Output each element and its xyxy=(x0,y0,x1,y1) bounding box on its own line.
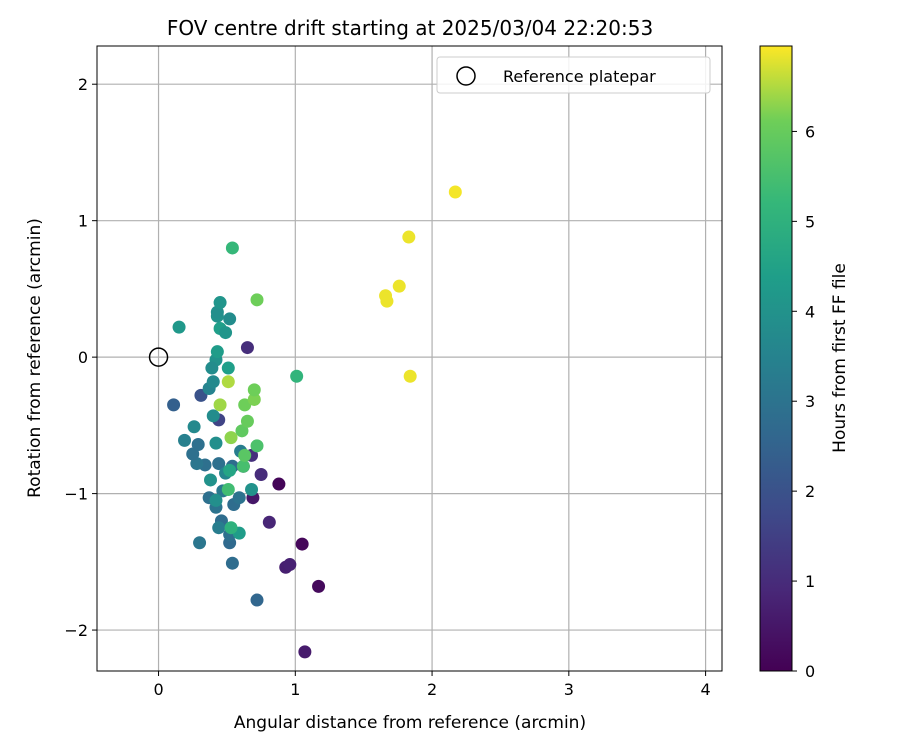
points-layer xyxy=(167,185,462,659)
chart-title: FOV centre drift starting at 2025/03/04 … xyxy=(167,16,653,40)
scatter-point xyxy=(240,341,254,355)
legend-entry-reference: Reference platepar xyxy=(503,67,656,86)
scatter-point xyxy=(225,556,239,570)
scatter-point xyxy=(206,409,220,423)
legend: Reference platepar xyxy=(436,56,711,94)
scatter-point xyxy=(245,483,259,497)
colorbar-tick-label: 5 xyxy=(805,212,815,231)
colorbar-tick-label: 2 xyxy=(805,482,815,501)
scatter-point xyxy=(206,375,220,389)
x-axis-label: Angular distance from reference (arcmin) xyxy=(234,713,586,733)
y-tick-label: 1 xyxy=(78,212,88,231)
colorbar-tick-label: 4 xyxy=(805,302,815,321)
scatter-point xyxy=(186,447,200,461)
scatter-point xyxy=(380,294,394,308)
scatter-point xyxy=(298,645,312,659)
scatter-point xyxy=(240,414,254,428)
y-tick-label: −2 xyxy=(64,621,88,640)
scatter-point xyxy=(238,448,252,462)
colorbar-ticks: 0 1 2 3 4 5 6 xyxy=(792,122,815,681)
scatter-point xyxy=(221,361,235,375)
scatter-point xyxy=(193,536,207,550)
colorbar-gradient xyxy=(759,45,793,672)
scatter-point xyxy=(209,493,223,507)
reference-platepar-marker xyxy=(148,347,169,367)
scatter-point xyxy=(250,439,264,453)
colorbar-tick-label: 6 xyxy=(805,122,815,141)
gridlines xyxy=(97,46,722,671)
x-axis: 0 1 2 3 4 xyxy=(153,671,711,699)
colorbar-tick-label: 1 xyxy=(805,572,815,591)
colorbar-label: Hours from first FF file xyxy=(830,263,850,453)
scatter-point xyxy=(219,326,233,340)
scatter-point xyxy=(212,521,226,535)
scatter-point xyxy=(272,477,286,491)
scatter-point xyxy=(236,459,250,473)
scatter-point xyxy=(225,241,239,255)
x-tick-label: 0 xyxy=(153,680,163,699)
scatter-point xyxy=(247,392,261,406)
y-tick-label: 0 xyxy=(78,348,88,367)
scatter-point xyxy=(235,424,249,438)
scatter-point xyxy=(172,320,186,334)
legend-box xyxy=(436,56,711,94)
scatter-point xyxy=(262,515,276,529)
colorbar: 0 1 2 3 4 5 6 Hours from first FF file xyxy=(759,45,850,681)
scatter-point xyxy=(213,296,227,310)
legend-marker-icon xyxy=(456,66,476,86)
scatter-point xyxy=(283,558,297,572)
scatter-point xyxy=(167,398,181,412)
scatter-point xyxy=(209,436,223,450)
scatter-point xyxy=(187,420,201,434)
scatter-point xyxy=(213,398,227,412)
scatter-point xyxy=(295,537,309,551)
scatter-point xyxy=(224,431,238,445)
scatter-point xyxy=(402,230,416,244)
colorbar-tick-label: 3 xyxy=(805,392,815,411)
scatter-point xyxy=(205,361,219,375)
scatter-point xyxy=(221,375,235,389)
scatter-point xyxy=(250,293,264,307)
x-tick-label: 2 xyxy=(427,680,437,699)
scatter-point xyxy=(204,473,218,487)
scatter-point xyxy=(403,369,417,383)
scatter-point xyxy=(247,383,261,397)
scatter-point xyxy=(254,467,268,481)
x-tick-label: 4 xyxy=(700,680,710,699)
y-axis-label: Rotation from reference (arcmin) xyxy=(25,218,45,498)
y-tick-label: 2 xyxy=(78,75,88,94)
scatter-point xyxy=(312,579,326,593)
x-tick-label: 1 xyxy=(290,680,300,699)
scatter-point xyxy=(290,369,304,383)
scatter-point xyxy=(448,185,462,199)
scatter-point xyxy=(178,433,192,447)
scatter-point xyxy=(221,483,235,497)
plot-frame xyxy=(96,45,723,672)
scatter-point xyxy=(232,491,246,505)
scatter-point xyxy=(191,437,205,451)
scatter-point xyxy=(392,279,406,293)
y-tick-label: −1 xyxy=(64,485,88,504)
scatter-point xyxy=(238,398,252,412)
scatter-point xyxy=(223,312,237,326)
x-tick-label: 3 xyxy=(564,680,574,699)
scatter-point xyxy=(224,521,238,535)
scatter-point xyxy=(223,463,237,477)
y-axis: −2 −1 0 1 2 xyxy=(64,75,97,640)
scatter-point xyxy=(210,345,224,359)
scatter-point xyxy=(212,457,226,471)
scatter-point xyxy=(250,593,264,607)
colorbar-tick-label: 0 xyxy=(805,662,815,681)
